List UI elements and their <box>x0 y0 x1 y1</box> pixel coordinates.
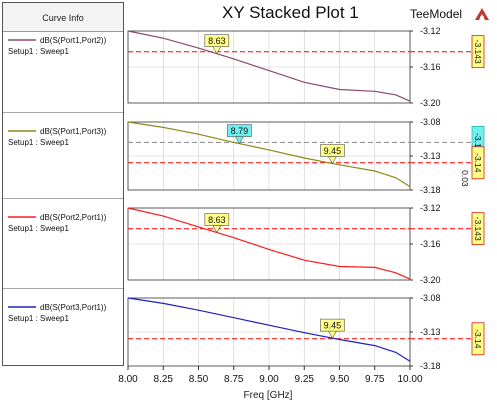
marker-label: 8.63 <box>208 215 226 225</box>
legend-setup-label: Setup1 : Sweep1 <box>8 47 69 56</box>
series-line <box>127 207 411 280</box>
plot-frame <box>127 30 411 104</box>
chart-title: XY Stacked Plot 1 <box>222 3 359 22</box>
x-tick-label: 8.50 <box>189 374 209 385</box>
legend-setup-label: Setup1 : Sweep1 <box>8 314 69 323</box>
value-tag-label: -3.143 <box>473 217 483 241</box>
ansys-triangle-logo-icon <box>475 8 489 20</box>
value-tag-label: -3.11 <box>473 133 483 152</box>
y-tick-label: -3.20 <box>420 275 441 285</box>
curve-info-header <box>3 3 123 31</box>
value-tag-label: -3.143 <box>473 40 483 64</box>
x-tick-label: 8.00 <box>118 374 138 385</box>
y-tick-label: -3.12 <box>420 26 441 36</box>
x-tick-label: 8.25 <box>154 374 174 385</box>
series-line <box>127 297 411 362</box>
legend-series-name: dB(S(Port2,Port1)) <box>40 213 107 222</box>
marker-label: 8.63 <box>208 36 226 46</box>
y-tick-label: -3.13 <box>420 151 441 161</box>
y-tick-label: -3.08 <box>420 117 441 127</box>
value-tag-box <box>471 212 485 246</box>
series-line <box>127 30 411 102</box>
x-tick-label: 8.75 <box>224 374 244 385</box>
legend-series-name: dB(S(Port1,Port2)) <box>40 36 107 45</box>
y-tick-label: -3.08 <box>420 293 441 303</box>
marker-label: 8.79 <box>231 126 249 136</box>
plot-frame <box>127 207 411 281</box>
curve-info-panel <box>2 2 124 366</box>
y-tick-label: -3.20 <box>420 98 441 108</box>
y-tick-label: -3.16 <box>420 239 441 249</box>
marker-label: 9.45 <box>324 146 342 156</box>
value-tag-box <box>471 322 485 356</box>
marker-label-box <box>204 34 230 48</box>
legend-setup-label: Setup1 : Sweep1 <box>8 224 69 233</box>
legend-series-name: dB(S(Port3,Port1)) <box>40 303 107 312</box>
brand-name: TeeModel <box>410 7 463 21</box>
y-tick-label: -3.18 <box>420 185 441 195</box>
plot-panel-2: dB(S(Port1,Port3)) Setup1 : Sweep1 -3.08 -3… <box>3 112 485 195</box>
plot-panel-3: dB(S(Port2,Port1)) Setup1 : Sweep1 -3.12 -3… <box>3 198 485 285</box>
y-tick-label: -3.12 <box>420 203 441 213</box>
value-tag-box <box>471 146 485 180</box>
value-tag-label: -3.14 <box>473 329 483 349</box>
x-tick-label: 9.25 <box>295 374 315 385</box>
curve-info-header-label: Curve Info <box>42 13 84 23</box>
y-tick-label: -3.13 <box>420 327 441 337</box>
x-tick-label: 10.00 <box>397 374 422 385</box>
marker-label-box <box>204 213 230 226</box>
value-tag-label: -3.14 <box>473 153 483 173</box>
marker-label-box <box>320 144 345 157</box>
plot-panel-4: dB(S(Port3,Port1)) Setup1 : Sweep1 -3.08 -3… <box>3 288 485 371</box>
value-tag-box <box>471 35 485 69</box>
plot-frame <box>127 121 411 191</box>
plot-panel-1: dB(S(Port1,Port2)) Setup1 : Sweep1 -3.12 -3… <box>8 26 485 108</box>
y-tick-label: -3.16 <box>420 62 441 72</box>
marker-label: 9.45 <box>324 321 342 331</box>
marker-label-box <box>227 124 252 137</box>
legend-series-name: dB(S(Port1,Port3)) <box>40 127 107 136</box>
series-line <box>127 121 411 188</box>
y-tick-label: -3.18 <box>420 361 441 371</box>
marker-label-box <box>320 318 345 332</box>
x-axis-label: Freq [GHz] <box>244 390 293 401</box>
legend-setup-label: Setup1 : Sweep1 <box>8 138 69 147</box>
x-tick-label: 9.75 <box>365 374 385 385</box>
x-tick-label: 9.00 <box>259 374 279 385</box>
x-tick-label: 9.50 <box>330 374 350 385</box>
secondary-value-label: 0.03 <box>460 170 470 187</box>
x-axis: 8.00 8.25 8.50 8.75 9.00 9.25 9.50 9.75 10.00 <box>118 366 423 385</box>
